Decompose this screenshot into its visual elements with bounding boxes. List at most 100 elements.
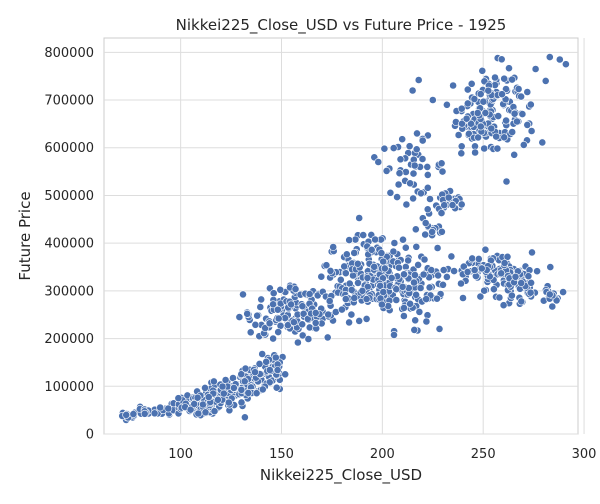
data-point: [204, 393, 213, 401]
data-point: [240, 377, 249, 386]
data-point: [526, 288, 535, 297]
data-point: [523, 88, 532, 96]
data-point: [468, 254, 477, 263]
data-point: [164, 404, 173, 413]
data-point: [423, 311, 432, 320]
data-point: [477, 264, 486, 273]
data-point: [257, 295, 266, 304]
data-point: [528, 248, 536, 257]
data-point: [491, 73, 499, 82]
data-point: [533, 267, 541, 276]
data-point: [487, 124, 496, 133]
data-point: [454, 131, 463, 139]
data-point: [500, 74, 509, 83]
data-point: [414, 260, 422, 269]
data-point: [503, 252, 512, 261]
data-point: [457, 142, 466, 151]
data-point: [493, 144, 502, 153]
data-point: [476, 90, 485, 98]
data-point: [253, 311, 262, 320]
data-point: [463, 99, 472, 108]
data-point: [401, 168, 410, 176]
data-point: [345, 236, 354, 244]
data-point: [362, 314, 371, 323]
data-point: [513, 117, 521, 126]
data-point: [419, 270, 428, 279]
data-point: [281, 370, 290, 379]
data-point: [239, 290, 247, 299]
data-point: [342, 250, 351, 259]
data-point: [379, 288, 388, 296]
data-point: [408, 86, 417, 95]
data-point: [464, 129, 473, 138]
data-point: [341, 295, 350, 303]
data-point: [418, 155, 427, 163]
data-point: [186, 405, 195, 414]
data-point: [237, 370, 246, 379]
data-point: [262, 357, 271, 366]
data-point: [476, 292, 485, 301]
data-point: [241, 364, 250, 373]
data-point: [479, 97, 488, 106]
data-point: [340, 262, 349, 271]
data-point: [237, 398, 246, 407]
data-point: [326, 266, 335, 275]
y-tick-label: 100000: [44, 380, 94, 395]
data-point: [323, 333, 332, 342]
data-point: [324, 310, 333, 319]
data-point: [500, 133, 509, 142]
data-point: [269, 289, 278, 298]
data-point: [390, 239, 399, 247]
data-point: [252, 389, 261, 398]
data-point: [405, 142, 414, 151]
data-point: [497, 269, 506, 278]
x-tick-label: 300: [572, 447, 597, 462]
data-point: [411, 316, 420, 325]
data-point: [447, 252, 456, 261]
data-point: [258, 385, 267, 394]
data-point: [243, 309, 252, 318]
data-point: [380, 144, 389, 153]
data-point: [437, 209, 446, 217]
data-point: [517, 92, 525, 101]
data-point: [418, 136, 427, 145]
points-layer: [118, 53, 570, 424]
data-point: [395, 263, 403, 272]
data-point: [370, 262, 379, 271]
data-point: [289, 318, 298, 327]
data-point: [304, 335, 313, 343]
data-point: [201, 408, 210, 417]
data-point: [305, 290, 314, 298]
data-point: [380, 264, 389, 273]
data-point: [210, 407, 219, 416]
data-point: [237, 385, 246, 394]
data-point: [293, 338, 302, 347]
data-point: [410, 325, 419, 334]
y-axis-label: Future Price: [16, 191, 34, 280]
data-point: [523, 121, 532, 129]
data-point: [406, 179, 414, 188]
data-point: [374, 158, 383, 166]
y-tick-label: 300000: [44, 284, 94, 299]
data-point: [433, 294, 441, 303]
data-point: [437, 159, 446, 168]
data-point: [354, 278, 362, 287]
data-point: [382, 166, 391, 175]
data-point: [392, 296, 401, 304]
data-point: [437, 227, 446, 236]
data-point: [480, 144, 489, 153]
data-point: [481, 245, 490, 254]
y-tick-label: 0: [86, 428, 94, 443]
y-tick-label: 800000: [44, 46, 94, 61]
data-point: [510, 109, 519, 118]
data-point: [387, 273, 396, 282]
data-point: [311, 308, 320, 317]
data-point: [287, 300, 295, 309]
data-point: [422, 295, 431, 303]
data-point: [347, 285, 356, 294]
data-point: [417, 189, 425, 198]
data-point: [457, 149, 466, 158]
tick-layer: 100 150 200 250 300 0 100000 200000 300000 400000…: [44, 46, 596, 462]
data-point: [423, 205, 432, 214]
y-tick-label: 200000: [44, 332, 94, 347]
